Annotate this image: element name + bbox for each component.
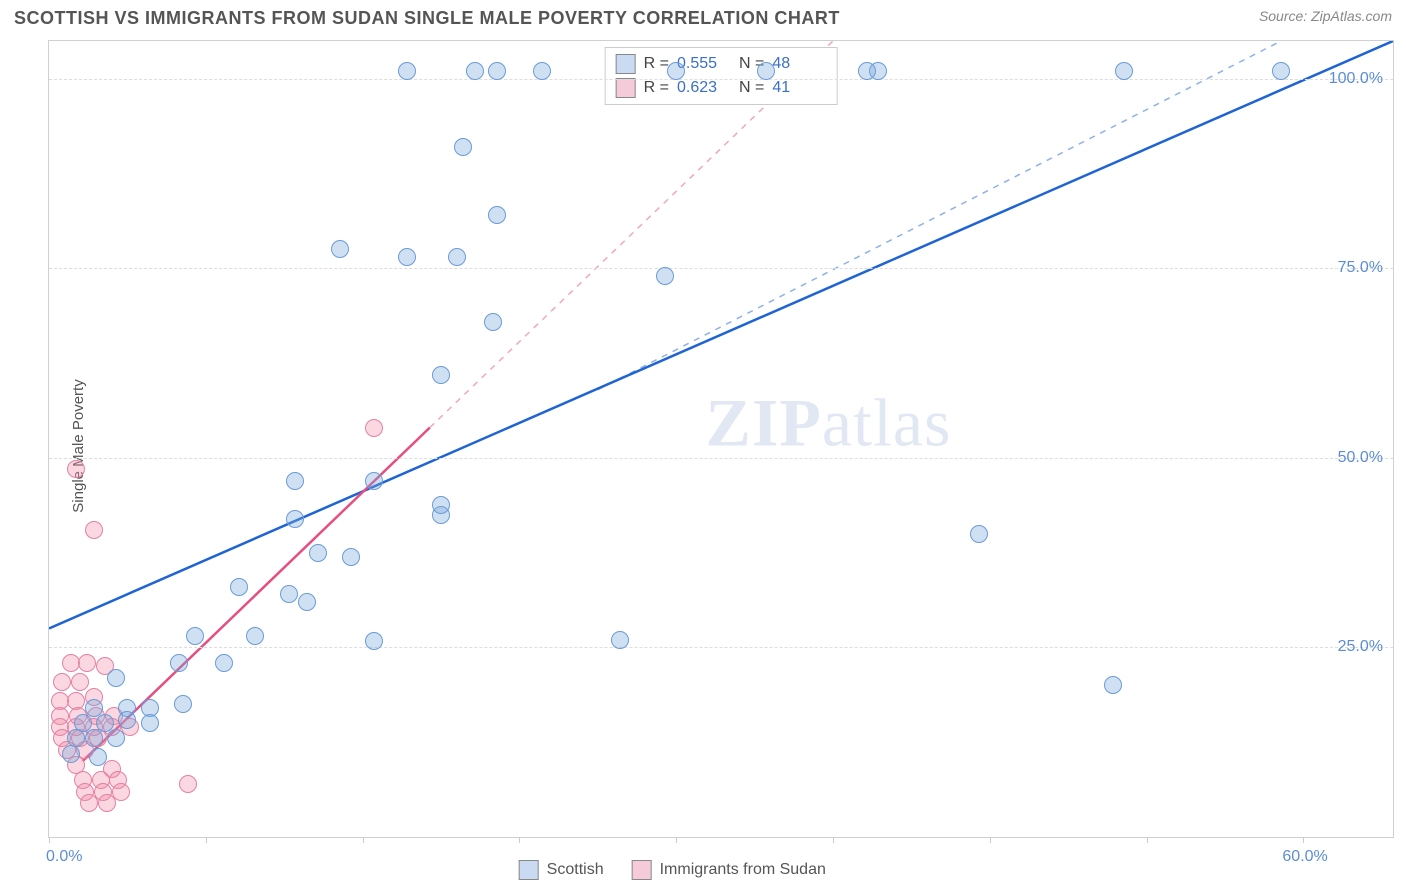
data-point-scottish	[365, 472, 383, 490]
x-tick-label: 0.0%	[46, 848, 82, 866]
x-tick	[833, 837, 834, 843]
stat-label: R =	[644, 79, 669, 97]
data-point-scottish	[85, 729, 103, 747]
x-tick	[206, 837, 207, 843]
legend-item-sudan: Immigrants from Sudan	[632, 860, 826, 880]
data-point-sudan	[53, 673, 71, 691]
data-point-scottish	[246, 627, 264, 645]
y-tick-label: 75.0%	[1338, 259, 1383, 277]
watermark: ZIPatlas	[706, 384, 952, 463]
data-point-sudan	[179, 775, 197, 793]
stat-label: N =	[739, 79, 764, 97]
data-point-scottish	[488, 206, 506, 224]
data-point-scottish	[533, 62, 551, 80]
data-point-scottish	[398, 62, 416, 80]
data-point-scottish	[118, 711, 136, 729]
stat-value: 48	[772, 55, 826, 73]
data-point-scottish	[141, 714, 159, 732]
x-tick	[363, 837, 364, 843]
data-point-scottish	[611, 631, 629, 649]
data-point-scottish	[331, 240, 349, 258]
data-point-scottish	[667, 62, 685, 80]
data-point-sudan	[85, 521, 103, 539]
data-point-scottish	[280, 585, 298, 603]
data-point-sudan	[78, 654, 96, 672]
legend-label: Immigrants from Sudan	[660, 861, 826, 879]
data-point-scottish	[186, 627, 204, 645]
data-point-scottish	[656, 267, 674, 285]
data-point-sudan	[71, 673, 89, 691]
data-point-scottish	[484, 313, 502, 331]
data-point-scottish	[757, 62, 775, 80]
legend-item-scottish: Scottish	[519, 860, 604, 880]
data-point-scottish	[488, 62, 506, 80]
chart-title: SCOTTISH VS IMMIGRANTS FROM SUDAN SINGLE…	[14, 8, 840, 29]
data-point-scottish	[1272, 62, 1290, 80]
gridline	[49, 458, 1393, 459]
x-tick	[1303, 837, 1304, 843]
data-point-scottish	[970, 525, 988, 543]
data-point-scottish	[432, 366, 450, 384]
stats-legend: R = 0.555 N = 48 R = 0.623 N = 41	[605, 47, 838, 105]
swatch-icon	[519, 860, 539, 880]
data-point-scottish	[365, 632, 383, 650]
x-tick	[990, 837, 991, 843]
trend-lines-layer	[49, 41, 1393, 837]
x-tick-label: 60.0%	[1282, 848, 1327, 866]
data-point-scottish	[1104, 676, 1122, 694]
source-label: Source: ZipAtlas.com	[1259, 8, 1392, 24]
data-point-sudan	[365, 419, 383, 437]
data-point-sudan	[98, 794, 116, 812]
plot-area: ZIPatlas R = 0.555 N = 48 R = 0.623 N = …	[49, 41, 1393, 837]
swatch-icon	[632, 860, 652, 880]
data-point-scottish	[62, 745, 80, 763]
gridline	[49, 647, 1393, 648]
data-point-scottish	[215, 654, 233, 672]
data-point-scottish	[170, 654, 188, 672]
data-point-scottish	[309, 544, 327, 562]
series-legend: Scottish Immigrants from Sudan	[519, 860, 826, 880]
data-point-scottish	[230, 578, 248, 596]
data-point-scottish	[858, 62, 876, 80]
data-point-scottish	[286, 510, 304, 528]
data-point-scottish	[89, 748, 107, 766]
x-tick	[519, 837, 520, 843]
data-point-scottish	[432, 496, 450, 514]
data-point-scottish	[107, 729, 125, 747]
x-tick	[676, 837, 677, 843]
y-tick-label: 50.0%	[1338, 449, 1383, 467]
x-tick	[1147, 837, 1148, 843]
y-tick-label: 25.0%	[1338, 638, 1383, 656]
y-tick-label: 100.0%	[1329, 70, 1383, 88]
data-point-scottish	[466, 62, 484, 80]
data-point-scottish	[448, 248, 466, 266]
legend-label: Scottish	[547, 861, 604, 879]
x-tick	[49, 837, 50, 843]
gridline	[49, 79, 1393, 80]
swatch-icon	[616, 78, 636, 98]
stat-label: R =	[644, 55, 669, 73]
stats-row-scottish: R = 0.555 N = 48	[616, 52, 827, 76]
data-point-scottish	[174, 695, 192, 713]
data-point-scottish	[454, 138, 472, 156]
data-point-scottish	[298, 593, 316, 611]
stat-value: 0.623	[677, 79, 731, 97]
data-point-scottish	[1115, 62, 1133, 80]
data-point-sudan	[80, 794, 98, 812]
data-point-scottish	[286, 472, 304, 490]
data-point-sudan	[67, 460, 85, 478]
data-point-scottish	[107, 669, 125, 687]
data-point-scottish	[398, 248, 416, 266]
chart-area: ZIPatlas R = 0.555 N = 48 R = 0.623 N = …	[48, 40, 1394, 838]
gridline	[49, 268, 1393, 269]
data-point-scottish	[342, 548, 360, 566]
swatch-icon	[616, 54, 636, 74]
stat-value: 41	[772, 79, 826, 97]
